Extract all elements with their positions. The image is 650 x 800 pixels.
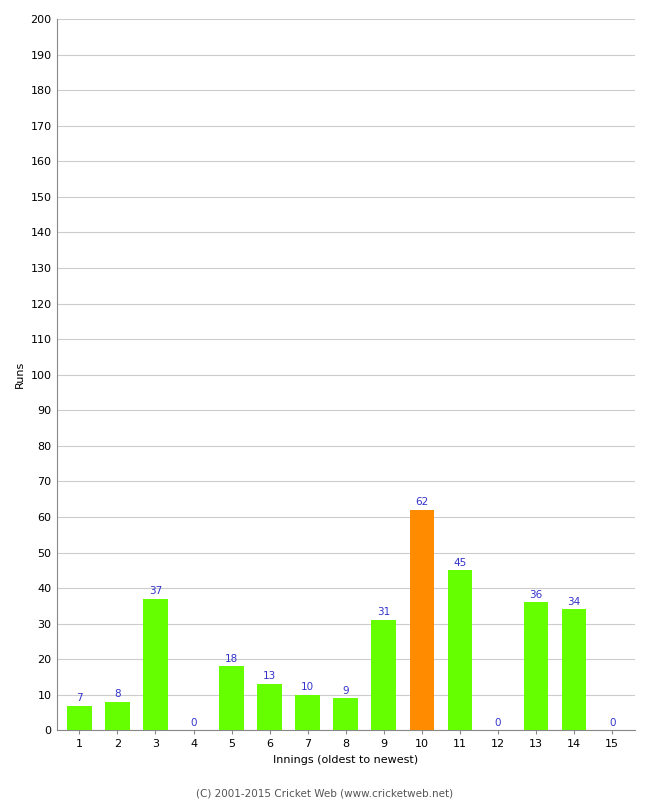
Bar: [448, 570, 473, 730]
Bar: [371, 620, 396, 730]
Bar: [562, 610, 586, 730]
Text: 7: 7: [76, 693, 83, 702]
Bar: [333, 698, 358, 730]
Text: (C) 2001-2015 Cricket Web (www.cricketweb.net): (C) 2001-2015 Cricket Web (www.cricketwe…: [196, 788, 454, 798]
Text: 45: 45: [453, 558, 467, 567]
Bar: [143, 599, 168, 730]
Text: 62: 62: [415, 497, 428, 507]
Text: 36: 36: [530, 590, 543, 599]
Text: 0: 0: [495, 718, 501, 727]
Text: 0: 0: [609, 718, 616, 727]
Text: 10: 10: [301, 682, 315, 692]
Text: 13: 13: [263, 671, 276, 682]
Bar: [105, 702, 130, 730]
Bar: [524, 602, 549, 730]
Text: 8: 8: [114, 689, 121, 699]
Text: 37: 37: [149, 586, 162, 596]
Bar: [219, 666, 244, 730]
X-axis label: Innings (oldest to newest): Innings (oldest to newest): [273, 755, 419, 765]
Text: 0: 0: [190, 718, 197, 727]
Bar: [295, 695, 320, 730]
Text: 31: 31: [377, 607, 391, 618]
Bar: [410, 510, 434, 730]
Y-axis label: Runs: Runs: [15, 361, 25, 388]
Text: 18: 18: [225, 654, 239, 663]
Bar: [67, 706, 92, 730]
Bar: [257, 684, 282, 730]
Text: 34: 34: [567, 597, 580, 606]
Text: 9: 9: [343, 686, 349, 695]
